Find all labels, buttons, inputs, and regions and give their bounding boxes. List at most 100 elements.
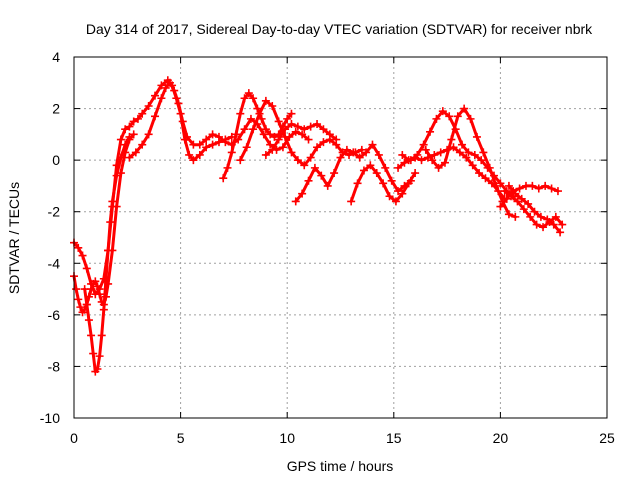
data-point: [381, 163, 390, 172]
data-point: [72, 285, 81, 294]
data-point: [304, 135, 313, 144]
data-point: [551, 212, 560, 221]
data-point: [287, 120, 296, 129]
data-point: [496, 202, 505, 211]
data-point: [281, 125, 290, 134]
data-point: [492, 181, 501, 190]
data-point: [477, 156, 486, 165]
data-point: [144, 130, 153, 139]
data-point: [268, 101, 277, 110]
data-point: [306, 122, 315, 131]
data-point: [261, 96, 270, 105]
data-point: [95, 290, 104, 299]
series-prn-o: [504, 181, 565, 237]
data-point: [430, 150, 439, 159]
data-point: [161, 83, 170, 92]
data-point: [291, 197, 300, 206]
data-point: [138, 140, 147, 149]
data-point: [528, 181, 537, 190]
data-point: [453, 112, 462, 121]
x-tick-label: 20: [493, 430, 509, 446]
data-point: [485, 163, 494, 172]
data-point: [151, 112, 160, 121]
data-point: [208, 140, 217, 149]
grid-lines: [74, 57, 607, 418]
data-point: [519, 205, 528, 214]
data-point: [404, 179, 413, 188]
data-point: [323, 181, 332, 190]
data-point: [421, 145, 430, 154]
data-point: [93, 365, 102, 374]
data-point: [268, 145, 277, 154]
data-point: [74, 295, 83, 304]
data-point: [391, 197, 400, 206]
series-prn-b: [70, 130, 138, 317]
data-point: [428, 156, 437, 165]
data-point: [310, 163, 319, 172]
y-tick-label: -4: [48, 255, 61, 271]
y-tick-label: -8: [48, 358, 61, 374]
data-point: [517, 194, 526, 203]
y-tick-label: -2: [48, 204, 61, 220]
data-point: [236, 109, 245, 118]
data-point: [232, 130, 241, 139]
data-point: [138, 109, 147, 118]
data-point: [106, 218, 115, 227]
data-point: [532, 220, 541, 229]
series-line: [72, 78, 234, 296]
data-point: [227, 148, 236, 157]
y-tick-label: 0: [52, 152, 60, 168]
data-point: [539, 223, 548, 232]
data-point: [99, 305, 108, 314]
data-point: [101, 274, 110, 283]
data-point: [502, 194, 511, 203]
data-point: [249, 125, 258, 134]
data-point: [283, 114, 292, 123]
data-point: [385, 192, 394, 201]
data-point: [74, 243, 83, 252]
data-point: [458, 140, 467, 149]
data-point: [240, 94, 249, 103]
data-point: [144, 101, 153, 110]
data-point: [266, 130, 275, 139]
y-tick-label: -10: [40, 410, 60, 426]
data-point: [255, 109, 264, 118]
x-tick-label: 15: [386, 430, 402, 446]
data-point: [426, 127, 435, 136]
data-point: [182, 132, 191, 141]
data-point: [536, 212, 545, 221]
data-point: [541, 181, 550, 190]
data-point: [530, 207, 539, 216]
data-point: [253, 104, 262, 113]
data-point: [244, 89, 253, 98]
data-point: [511, 212, 520, 221]
data-point: [266, 140, 275, 149]
x-tick-label: 10: [279, 430, 295, 446]
data-point: [313, 120, 322, 129]
data-point: [464, 148, 473, 157]
data-point: [472, 132, 481, 141]
data-point: [112, 171, 121, 180]
series-prn-a: [70, 76, 236, 299]
data-point: [547, 184, 556, 193]
data-point: [78, 251, 87, 260]
data-point: [417, 156, 426, 165]
data-point: [97, 331, 106, 340]
chart-title: Day 314 of 2017, Sidereal Day-to-day VTE…: [86, 21, 593, 37]
data-point: [481, 174, 490, 183]
series-line: [72, 132, 136, 314]
data-point: [447, 135, 456, 144]
data-point: [438, 107, 447, 116]
data-point: [462, 153, 471, 162]
data-point: [125, 122, 134, 131]
data-point: [349, 148, 358, 157]
data-point: [121, 125, 130, 134]
data-point: [293, 156, 302, 165]
data-point: [394, 163, 403, 172]
data-point: [398, 189, 407, 198]
series-prn-c: [80, 132, 134, 376]
data-point: [432, 114, 441, 123]
data-point: [359, 166, 368, 175]
data-point: [345, 150, 354, 159]
x-axis-label: GPS time / hours: [287, 458, 394, 474]
